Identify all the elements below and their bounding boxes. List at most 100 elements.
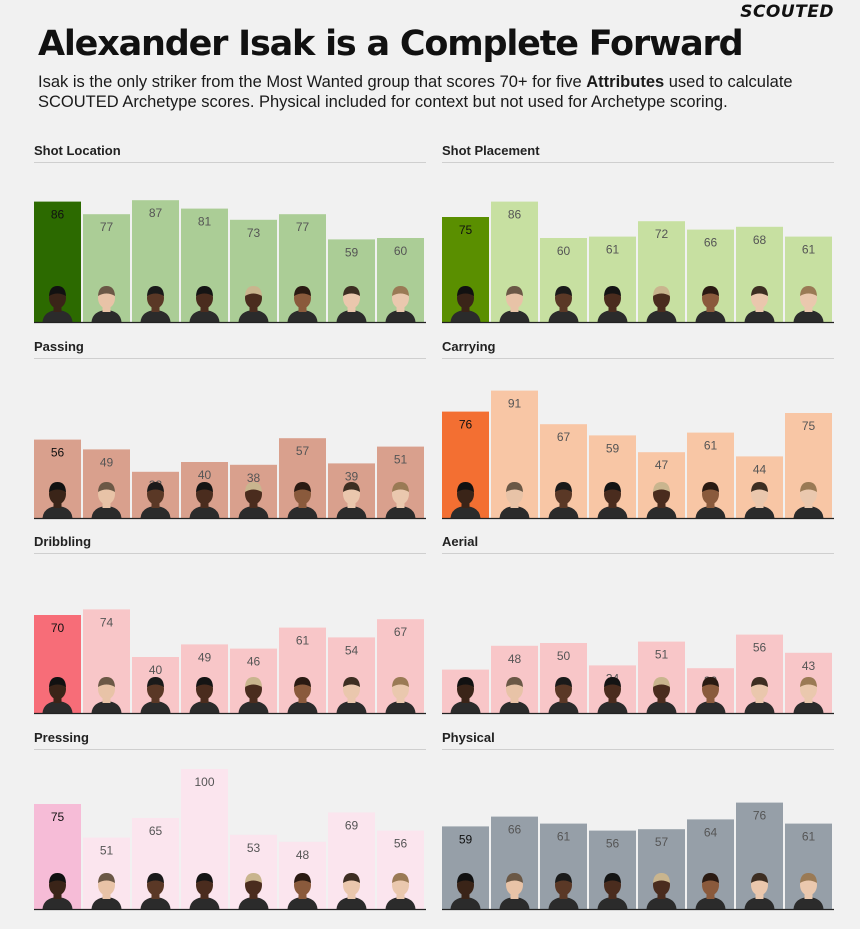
player-avatar-icon bbox=[450, 286, 481, 322]
player-avatar-icon bbox=[42, 677, 73, 713]
player-avatar-icon bbox=[42, 482, 73, 518]
player-avatar-icon bbox=[499, 482, 530, 518]
player-avatar-icon bbox=[744, 286, 775, 322]
chart-physical: 59 66 61 56 57 64 76 61 bbox=[442, 802, 834, 911]
panel-title: Shot Location bbox=[34, 143, 121, 158]
player-avatar-icon bbox=[336, 286, 367, 322]
bar-value-label: 64 bbox=[704, 825, 718, 839]
subtitle-text-start: Isak is the only striker from the Most W… bbox=[38, 73, 587, 91]
bar-value-label: 56 bbox=[394, 837, 408, 851]
player-avatar-icon bbox=[597, 482, 628, 518]
player-avatar-icon bbox=[140, 286, 171, 322]
bar-value-label: 72 bbox=[655, 227, 669, 241]
player-avatar-icon bbox=[695, 677, 726, 713]
bar-value-label: 67 bbox=[557, 430, 571, 444]
chart-shot-placement: 75 86 60 61 72 66 68 61 bbox=[442, 201, 834, 324]
bar-value-label: 56 bbox=[753, 641, 767, 655]
player-avatar-icon bbox=[548, 873, 579, 909]
player-avatar-icon bbox=[695, 286, 726, 322]
bar-value-label: 53 bbox=[247, 841, 261, 855]
chart-shot-location: 86 77 87 81 73 77 59 60 bbox=[34, 200, 426, 324]
bar-value-label: 49 bbox=[100, 455, 114, 469]
chart-passing: 5649334038573951 bbox=[34, 438, 426, 520]
bar-value-label: 50 bbox=[557, 649, 571, 663]
bar-value-label: 66 bbox=[704, 236, 718, 250]
bar-value-label: 86 bbox=[508, 208, 522, 222]
bar-value-label: 61 bbox=[296, 634, 310, 648]
bar-value-label: 74 bbox=[100, 615, 114, 629]
player-avatar-icon bbox=[646, 482, 677, 518]
bar-value-label: 61 bbox=[606, 243, 620, 257]
panel-title: Pressing bbox=[34, 730, 89, 745]
player-avatar-icon bbox=[793, 482, 824, 518]
bar-value-label: 76 bbox=[459, 418, 473, 432]
subtitle-text-end: used to calculate SCOUTED Archetype scor… bbox=[38, 73, 793, 111]
player-avatar-icon bbox=[793, 677, 824, 713]
player-avatar-icon bbox=[189, 873, 220, 909]
bar-value-label: 60 bbox=[557, 244, 571, 258]
bar-value-label: 60 bbox=[394, 244, 408, 258]
panel-title: Carrying bbox=[442, 339, 496, 354]
player-avatar-icon bbox=[238, 286, 269, 322]
bar-value-label: 38 bbox=[247, 471, 261, 485]
bar-value-label: 57 bbox=[655, 835, 669, 849]
player-avatar-icon bbox=[91, 677, 122, 713]
chart-dribbling: 70 74 40 49 46 61 54 67 bbox=[34, 609, 426, 715]
bar-value-label: 61 bbox=[704, 439, 718, 453]
bar-value-label: 73 bbox=[247, 226, 261, 240]
bar-value-label: 46 bbox=[247, 655, 261, 669]
panel-divider bbox=[34, 749, 426, 750]
bar-value-label: 59 bbox=[345, 245, 359, 259]
bar-value-label: 57 bbox=[296, 444, 310, 458]
chart-pressing: 75 51 65 100 53 48 69 56 bbox=[34, 769, 426, 911]
player-avatar-icon bbox=[385, 482, 416, 518]
player-avatar-icon bbox=[695, 482, 726, 518]
panel-title: Passing bbox=[34, 339, 84, 354]
bar-value-label: 48 bbox=[296, 848, 310, 862]
player-avatar-icon bbox=[597, 873, 628, 909]
bar-value-label: 51 bbox=[394, 453, 408, 467]
panel-title: Aerial bbox=[442, 534, 479, 549]
bar-value-label: 59 bbox=[606, 441, 620, 455]
player-avatar-icon bbox=[744, 677, 775, 713]
page-subtitle: Isak is the only striker from the Most W… bbox=[38, 72, 838, 112]
page-title: Alexander Isak is a Complete Forward bbox=[38, 24, 744, 64]
player-avatar-icon bbox=[499, 677, 530, 713]
player-avatar-icon bbox=[287, 286, 318, 322]
bar-value-label: 40 bbox=[149, 663, 163, 677]
player-avatar-icon bbox=[91, 482, 122, 518]
bar-value-label: 76 bbox=[753, 809, 767, 823]
player-avatar-icon bbox=[744, 482, 775, 518]
player-avatar-icon bbox=[336, 677, 367, 713]
player-avatar-icon bbox=[499, 286, 530, 322]
player-avatar-icon bbox=[548, 482, 579, 518]
chart-aerial: 3148503451325643 bbox=[442, 634, 834, 715]
player-avatar-icon bbox=[189, 286, 220, 322]
bar-value-label: 61 bbox=[557, 830, 571, 844]
bar-value-label: 39 bbox=[345, 469, 359, 483]
player-avatar-icon bbox=[189, 482, 220, 518]
panel-dribbling: Dribbling 70 74 40 49 46 61 54 67 bbox=[34, 534, 426, 715]
panel-passing: Passing 5649334038573951 bbox=[34, 339, 426, 520]
player-avatar-icon bbox=[450, 482, 481, 518]
panel-title: Shot Placement bbox=[442, 143, 540, 158]
panel-divider bbox=[442, 749, 834, 750]
bar-value-label: 87 bbox=[149, 206, 163, 220]
player-avatar-icon bbox=[238, 873, 269, 909]
player-avatar-icon bbox=[42, 873, 73, 909]
panel-pressing: Pressing 75 51 65 100 53 48 69 56 bbox=[34, 730, 426, 911]
player-avatar-icon bbox=[287, 873, 318, 909]
player-avatar-icon bbox=[646, 873, 677, 909]
bar-value-label: 86 bbox=[51, 208, 65, 222]
player-avatar-icon bbox=[140, 677, 171, 713]
player-avatar-icon bbox=[646, 286, 677, 322]
player-avatar-icon bbox=[42, 286, 73, 322]
bar-value-label: 91 bbox=[508, 397, 522, 411]
bar-value-label: 77 bbox=[296, 220, 310, 234]
player-avatar-icon bbox=[548, 286, 579, 322]
bar-value-label: 48 bbox=[508, 652, 522, 666]
player-avatar-icon bbox=[450, 873, 481, 909]
bar-value-label: 75 bbox=[802, 419, 816, 433]
bar-value-label: 43 bbox=[802, 659, 816, 673]
player-avatar-icon bbox=[548, 677, 579, 713]
